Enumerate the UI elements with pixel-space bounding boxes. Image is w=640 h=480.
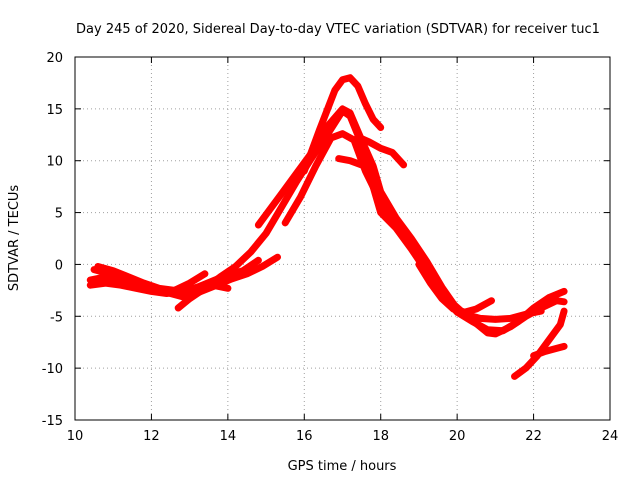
grid-lines [75,57,610,420]
chart-title: Day 245 of 2020, Sidereal Day-to-day VTE… [76,22,600,37]
x-tick-label: 20 [449,429,466,444]
series-track-11 [415,260,495,316]
series-track-8 [300,74,385,175]
x-tick-label: 18 [372,429,389,444]
x-tick-label: 24 [602,429,619,444]
series-track-4 [94,263,209,294]
y-tick-label: 5 [55,207,63,222]
y-tick-label: 0 [55,258,63,273]
y-tick-label: 10 [46,155,63,170]
x-axis-label: GPS time / hours [288,459,397,474]
x-tick-label: 16 [296,429,313,444]
y-tick-label: -10 [42,362,63,377]
y-tick-label: 15 [46,103,63,118]
series-group [86,74,568,380]
x-tick-label: 10 [67,429,84,444]
series-track-13 [530,342,568,360]
series-track-7 [281,130,545,323]
x-tick-label: 22 [525,429,542,444]
y-tick-label: 20 [46,51,63,66]
y-tick-label: -5 [50,310,63,325]
series-track-12 [511,307,568,380]
y-axis-label: SDTVAR / TECUs [7,185,22,292]
y-tick-label: -15 [42,414,63,429]
plot-frame [74,56,611,421]
series-track-9 [354,133,408,169]
series-track-10 [335,155,366,169]
x-tick-label: 12 [143,429,160,444]
axis-ticks: 10 12 14 16 18 20 22 24 -15 -10 -5 0 5 10 15 20 [42,51,619,444]
x-tick-label: 14 [220,429,237,444]
